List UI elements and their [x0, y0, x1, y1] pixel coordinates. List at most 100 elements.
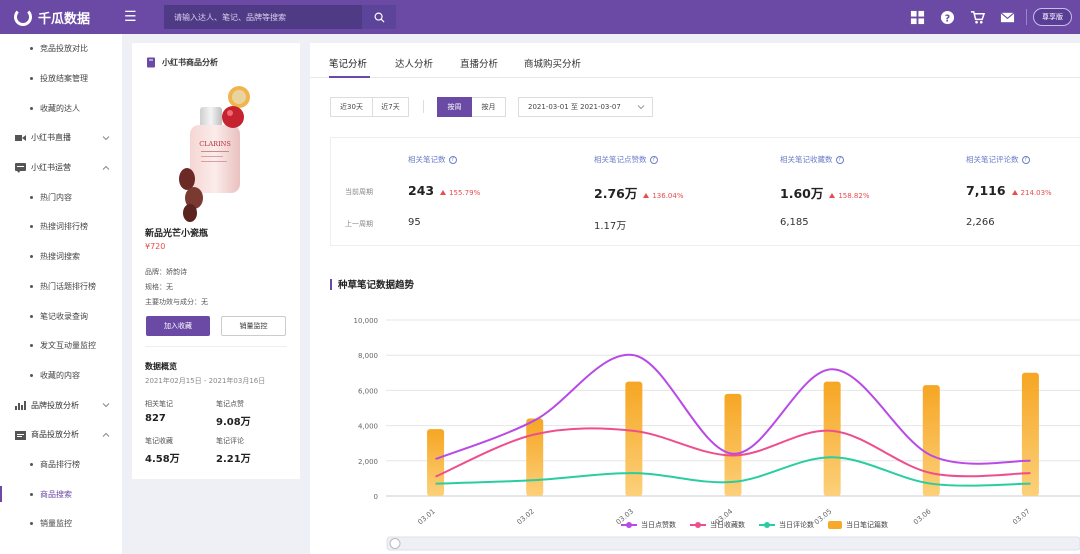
sidebar-item-label: 销量监控	[40, 519, 72, 529]
stat-value: 827	[145, 413, 166, 424]
sidebar-group[interactable]: 小红书直播	[0, 123, 122, 153]
metric-current-value: 7,116	[966, 183, 1006, 198]
metric-label: 相关笔记收藏数?	[780, 154, 844, 165]
sidebar-item[interactable]: 商品搜索	[0, 479, 122, 509]
sales-monitor-button[interactable]: 销量监控	[221, 316, 286, 336]
legend-item[interactable]: 当日收藏数	[690, 520, 745, 530]
metric-change: 155.79%	[449, 189, 481, 197]
weekly-button[interactable]: 按周	[437, 97, 472, 117]
x-tick-label: 03.06	[912, 507, 933, 526]
tab-mall-purchase-analysis[interactable]: 商城购买分析	[524, 59, 582, 70]
sidebar-item[interactable]: 收藏的内容	[0, 361, 122, 391]
product-price: ¥720	[145, 242, 166, 251]
tab-bar: 笔记分析 达人分析 直播分析 商城购买分析	[310, 43, 1080, 78]
product-panel: 小红书商品分析 CLARINS 新品光芒小瓷瓶 ¥720 品牌：娇韵诗 规格：无…	[132, 43, 300, 479]
stat-value: 4.58万	[145, 454, 180, 465]
add-favorite-button[interactable]: 加入收藏	[146, 316, 210, 336]
mail-icon[interactable]	[992, 0, 1022, 34]
bar	[724, 393, 742, 496]
stat-value: 9.08万	[216, 417, 251, 428]
tab-influencer-analysis[interactable]: 达人分析	[395, 59, 434, 70]
sidebar-item-label: 收藏的达人	[40, 103, 80, 113]
app-logo[interactable]: 千瓜数据	[14, 8, 110, 27]
up-arrow-icon	[829, 193, 836, 198]
metric-label: 相关笔记点赞数?	[594, 154, 658, 165]
legend-label: 当日收藏数	[710, 521, 745, 529]
bullet-icon	[30, 47, 33, 51]
help-icon[interactable]: ?	[932, 0, 962, 34]
legend-item[interactable]: 当日点赞数	[621, 520, 676, 530]
cart-icon[interactable]	[962, 0, 992, 34]
sidebar-item[interactable]: 收藏的达人	[0, 93, 122, 123]
sidebar-group[interactable]: 品牌投放分析	[0, 390, 122, 420]
bullet-icon	[30, 522, 33, 526]
legend-item[interactable]: 当日笔记篇数	[828, 520, 888, 530]
separator	[423, 100, 424, 113]
sidebar-item-label: 投放结案管理	[40, 74, 88, 84]
sidebar-item-label: 小红书直播	[31, 133, 71, 143]
sidebar-item[interactable]: 笔记收录查询	[0, 301, 122, 331]
bar	[1021, 372, 1039, 496]
range-7-days-button[interactable]: 近7天	[373, 97, 409, 117]
help-icon[interactable]: ?	[1021, 155, 1030, 164]
x-tick-label: 03.02	[516, 507, 536, 526]
row-label-current: 当前周期	[345, 188, 373, 196]
legend-item[interactable]: 当日评论数	[759, 520, 814, 530]
row-label-previous: 上一周期	[345, 220, 373, 228]
chart-title-text: 种草笔记数据趋势	[338, 280, 415, 291]
sidebar-item[interactable]: 热搜词搜索	[0, 242, 122, 272]
y-tick-label: 2,000	[358, 458, 378, 466]
stat-label: 相关笔记	[145, 400, 173, 408]
tab-live-analysis[interactable]: 直播分析	[460, 59, 499, 70]
sidebar-item[interactable]: 热门内容	[0, 182, 122, 212]
grid-icon[interactable]	[902, 0, 932, 34]
sidebar-group[interactable]: 商品投放分析	[0, 420, 122, 450]
topbar-divider	[1026, 9, 1027, 25]
search-input[interactable]: 请输入达人、笔记、品牌等搜索	[164, 5, 362, 29]
bullet-icon	[30, 106, 33, 110]
overview-range: 2021年02月15日 - 2021年03月16日	[145, 377, 266, 385]
metrics-table: 当前周期 上一周期 相关笔记数? 243 155.79% 95 相关笔记点赞数? 2.76…	[330, 137, 1080, 246]
help-icon[interactable]: ?	[448, 155, 457, 164]
sidebar-item-label: 热搜词排行榜	[40, 222, 88, 232]
sidebar-item[interactable]: 热搜词排行榜	[0, 212, 122, 242]
bar	[922, 385, 940, 496]
bar	[625, 381, 643, 496]
sidebar-item[interactable]: 投放结案管理	[0, 64, 122, 94]
sidebar-item[interactable]: 发文互动量监控	[0, 331, 122, 361]
sidebar-group[interactable]: 小红书运营	[0, 153, 122, 183]
metric-current: 1.60万 158.82%	[780, 183, 870, 202]
sidebar-item-label: 发文互动量监控	[40, 341, 96, 351]
search-button[interactable]	[362, 5, 396, 29]
metric-current-value: 2.76万	[594, 186, 638, 201]
sidebar-item[interactable]: 热门话题排行榜	[0, 272, 122, 302]
tab-note-analysis[interactable]: 笔记分析	[329, 59, 368, 70]
range-30-days-button[interactable]: 近30天	[330, 97, 373, 117]
chevron-down-icon	[102, 403, 110, 408]
bullet-icon	[30, 284, 33, 288]
metric-change: 136.04%	[652, 192, 684, 200]
metric-label-text: 相关笔记数	[408, 155, 446, 164]
y-tick-label: 6,000	[358, 387, 378, 395]
sidebar-item[interactable]: 商品排行榜	[0, 450, 122, 480]
metric-label-text: 相关笔记收藏数	[780, 155, 833, 164]
legend-line-swatch	[621, 522, 637, 528]
sidebar-item-label: 热门话题排行榜	[40, 281, 96, 291]
brand-name: 千瓜数据	[38, 11, 91, 27]
y-tick-label: 4,000	[358, 423, 378, 431]
product-image: CLARINS	[179, 86, 250, 222]
legend-marker	[626, 522, 632, 528]
sidebar-item[interactable]: 销量监控	[0, 509, 122, 539]
metric-current-value: 1.60万	[780, 186, 824, 201]
top-bar: 千瓜数据 ☰ 请输入达人、笔记、品牌等搜索 ? 尊享版	[0, 0, 1080, 34]
legend-marker	[695, 522, 701, 528]
bullet-icon	[30, 492, 33, 496]
help-icon[interactable]: ?	[835, 155, 844, 164]
sidebar-item[interactable]: 竞品投放对比	[0, 34, 122, 64]
help-icon[interactable]: ?	[649, 155, 658, 164]
vip-badge[interactable]: 尊享版	[1033, 8, 1072, 26]
date-range-picker[interactable]: 2021-03-01 至 2021-03-07	[518, 97, 653, 117]
menu-toggle-icon[interactable]: ☰	[124, 9, 137, 25]
stat-label: 笔记评论	[216, 437, 244, 445]
monthly-button[interactable]: 按月	[472, 97, 506, 117]
